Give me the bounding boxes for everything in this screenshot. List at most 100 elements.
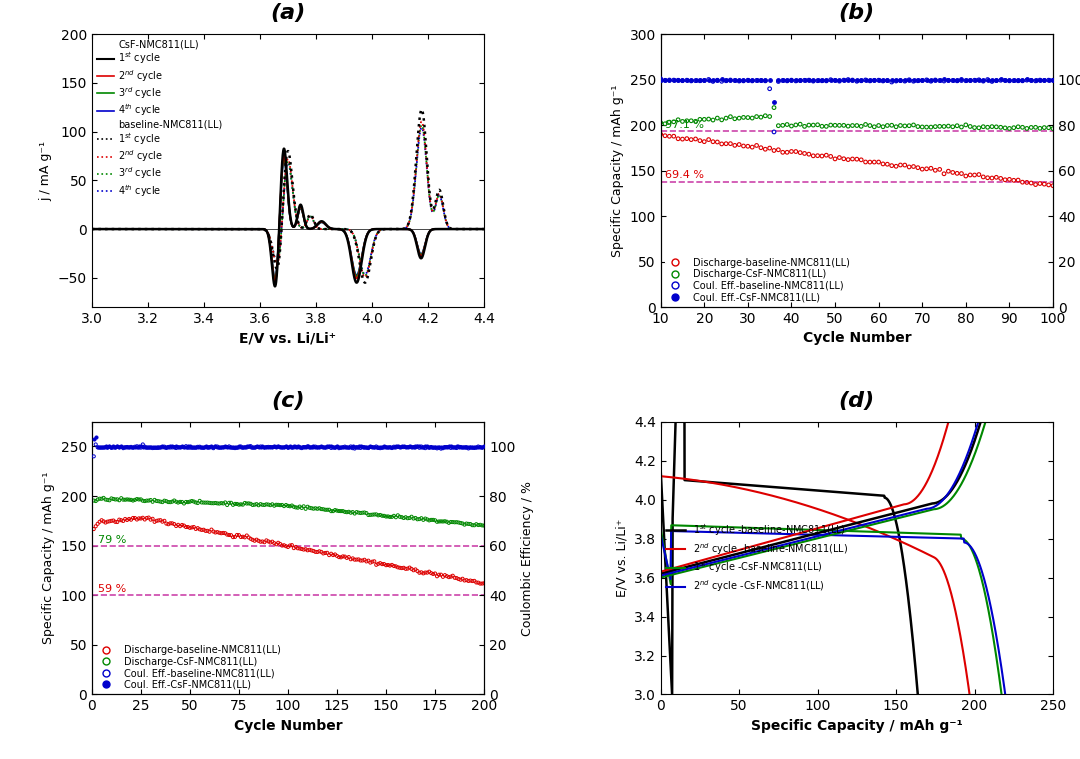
Point — [757, 74, 774, 86]
Point — [935, 75, 953, 87]
Point — [674, 74, 691, 86]
Point — [430, 568, 447, 581]
Point — [232, 531, 249, 543]
Point — [114, 440, 132, 452]
Point — [870, 156, 888, 168]
Point — [818, 74, 835, 87]
Point — [278, 441, 295, 453]
1$^{st}$ cycle -CsF-NMC811(LL) — [717, 522, 730, 531]
Point — [617, 74, 634, 86]
Text: (c): (c) — [271, 391, 305, 411]
Point — [232, 498, 249, 510]
Point — [273, 540, 291, 552]
Point — [757, 75, 774, 87]
Point — [661, 131, 678, 143]
Point — [179, 521, 197, 533]
Point — [441, 517, 458, 529]
Point — [657, 118, 674, 130]
Point — [381, 511, 399, 523]
Point — [970, 74, 987, 87]
Point — [213, 528, 230, 540]
Point — [888, 121, 905, 133]
Point — [248, 440, 266, 452]
Point — [99, 515, 117, 528]
Point — [940, 74, 957, 87]
Point — [861, 74, 878, 86]
1$^{st}$ cycle -baseline-NMC811(LL) — [707, 478, 720, 487]
Point — [244, 441, 261, 453]
Point — [948, 120, 966, 132]
Point — [338, 442, 355, 454]
Point — [892, 159, 909, 171]
Point — [399, 441, 416, 453]
Point — [429, 442, 446, 455]
Point — [273, 440, 291, 452]
Point — [626, 119, 644, 131]
Point — [354, 441, 372, 453]
Point — [328, 440, 346, 452]
Point — [336, 440, 353, 452]
Text: (d): (d) — [839, 391, 875, 411]
Point — [909, 121, 927, 133]
Point — [1036, 74, 1053, 87]
Point — [162, 496, 179, 509]
Point — [896, 159, 914, 171]
Point — [280, 442, 297, 454]
Point — [215, 441, 232, 453]
Point — [458, 440, 475, 452]
Point — [739, 74, 756, 87]
Point — [460, 441, 477, 453]
Point — [983, 75, 1000, 87]
Point — [193, 441, 211, 453]
Point — [417, 440, 434, 452]
Point — [683, 75, 700, 87]
Point — [275, 441, 293, 453]
Point — [146, 442, 163, 454]
Point — [413, 512, 430, 524]
Point — [420, 440, 437, 452]
Point — [687, 74, 704, 87]
Point — [997, 74, 1014, 86]
Point — [191, 441, 208, 453]
Point — [1044, 74, 1062, 86]
Point — [355, 441, 373, 453]
Point — [85, 523, 103, 535]
Point — [346, 508, 363, 520]
Point — [156, 441, 173, 453]
Legend: Discharge-baseline-NMC811(LL), Discharge-CsF-NMC811(LL), Coul. Eff.-baseline-NMC: Discharge-baseline-NMC811(LL), Discharge… — [665, 258, 850, 302]
Point — [399, 562, 416, 575]
Point — [177, 496, 194, 508]
Point — [321, 504, 338, 516]
Point — [883, 119, 901, 131]
Point — [612, 108, 630, 120]
Point — [708, 74, 726, 87]
Point — [119, 441, 136, 453]
Point — [85, 450, 103, 462]
Point — [843, 153, 861, 165]
Point — [420, 565, 437, 578]
2$^{nd}$ cycle -CsF-NMC811(LL) — [664, 527, 677, 536]
Point — [93, 440, 110, 452]
Point — [374, 558, 391, 570]
Point — [141, 514, 159, 526]
Point — [635, 118, 652, 130]
Line: 1$^{st}$ cycle -baseline-NMC811(LL): 1$^{st}$ cycle -baseline-NMC811(LL) — [661, 144, 959, 759]
Point — [631, 74, 648, 86]
Point — [268, 538, 285, 550]
Point — [454, 573, 471, 585]
Point — [199, 524, 216, 537]
Line: 2$^{nd}$ cycle -CsF-NMC811(LL): 2$^{nd}$ cycle -CsF-NMC811(LL) — [661, 531, 1009, 723]
Point — [205, 442, 222, 454]
Point — [334, 441, 351, 453]
Point — [848, 75, 865, 87]
Point — [415, 442, 432, 454]
Point — [311, 440, 328, 452]
Point — [175, 519, 192, 531]
Point — [230, 442, 247, 454]
Point — [275, 441, 293, 453]
Point — [376, 558, 393, 570]
Point — [338, 440, 355, 452]
Point — [138, 495, 156, 507]
Point — [217, 496, 234, 509]
Point — [935, 168, 953, 180]
